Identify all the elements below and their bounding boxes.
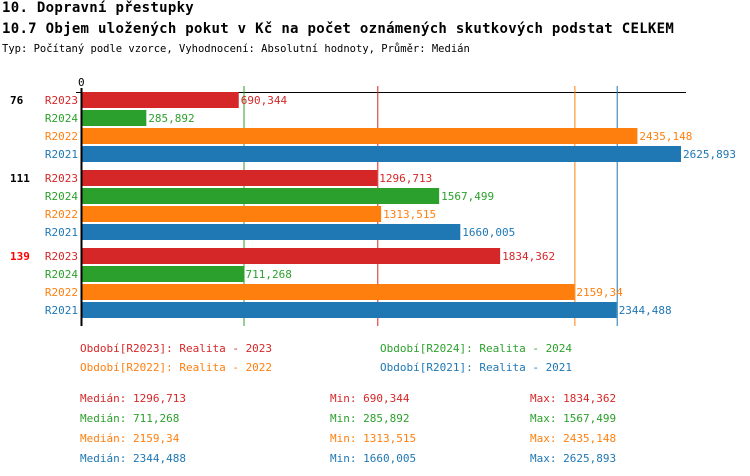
bar-R2022 (82, 284, 575, 300)
chart-info: Typ: Počítaný podle vzorce, Vyhodnocení:… (2, 43, 470, 55)
bar-R2022 (82, 206, 382, 222)
stat-max: Max: 2435,148 (530, 432, 616, 445)
series-label: R2024 (45, 190, 78, 203)
stat-min: Min: 1660,005 (330, 452, 416, 465)
bar-R2024 (82, 110, 147, 126)
bar-R2023 (82, 92, 239, 108)
bar-value-label: 1834,362 (502, 250, 555, 263)
bar-R2022 (82, 128, 638, 144)
series-label: R2023 (45, 172, 78, 185)
stat-min: Min: 690,344 (330, 392, 410, 405)
series-label: R2021 (45, 226, 78, 239)
series-label: R2023 (45, 94, 78, 107)
stat-max: Max: 2625,893 (530, 452, 616, 465)
stat-median: Medián: 2344,488 (80, 452, 186, 465)
bar-value-label: 711,268 (246, 268, 292, 281)
series-label: R2024 (45, 268, 78, 281)
series-label: R2022 (45, 286, 78, 299)
bar-value-label: 1296,713 (379, 172, 432, 185)
bar-R2024 (82, 266, 244, 282)
series-label: R2022 (45, 130, 78, 143)
series-label: R2021 (45, 148, 78, 161)
bar-value-label: 1660,005 (462, 226, 515, 239)
stat-min: Min: 1313,515 (330, 432, 416, 445)
stat-max: Max: 1834,362 (530, 392, 616, 405)
stat-median: Medián: 2159,34 (80, 432, 180, 445)
bar-value-label: 285,892 (148, 112, 194, 125)
chart-title: 10.7 Objem uložených pokut v Kč na počet… (2, 21, 675, 37)
bar-R2021 (82, 146, 681, 162)
bar-value-label: 1313,515 (383, 208, 436, 221)
legend-item-R2024: Období[R2024]: Realita - 2024 (380, 342, 572, 355)
series-label: R2022 (45, 208, 78, 221)
bar-value-label: 2159,34 (576, 286, 623, 299)
bar-R2023 (82, 170, 378, 186)
bar-value-label: 690,344 (241, 94, 288, 107)
series-label: R2023 (45, 250, 78, 263)
bar-value-label: 2344,488 (619, 304, 672, 317)
stat-median: Medián: 1296,713 (80, 392, 186, 405)
category-label: 76 (10, 94, 24, 107)
stat-median: Medián: 711,268 (80, 412, 179, 425)
stat-max: Max: 1567,499 (530, 412, 616, 425)
category-label: 111 (10, 172, 30, 185)
page-title: 10. Dopravní přestupky (2, 0, 195, 16)
bar-R2024 (82, 188, 440, 204)
stat-min: Min: 285,892 (330, 412, 409, 425)
series-label: R2021 (45, 304, 78, 317)
bar-value-label: 2435,148 (639, 130, 692, 143)
legend-item-R2021: Období[R2021]: Realita - 2021 (380, 361, 572, 374)
bar-value-label: 2625,893 (683, 148, 736, 161)
bar-R2021 (82, 224, 461, 240)
bar-R2021 (82, 302, 617, 318)
legend-item-R2023: Období[R2023]: Realita - 2023 (80, 342, 272, 355)
legend-item-R2022: Období[R2022]: Realita - 2022 (80, 361, 272, 374)
series-label: R2024 (45, 112, 78, 125)
bar-R2023 (82, 248, 501, 264)
x-tick-label: 0 (78, 76, 85, 89)
category-label: 139 (10, 250, 30, 263)
bar-value-label: 1567,499 (441, 190, 494, 203)
